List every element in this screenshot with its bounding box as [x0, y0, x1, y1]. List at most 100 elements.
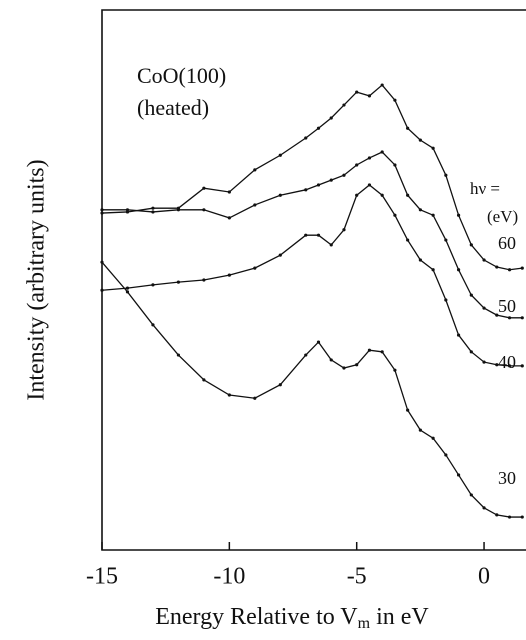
data-point — [444, 453, 448, 457]
data-point — [469, 493, 473, 497]
data-point — [482, 360, 486, 364]
plot-frame — [101, 9, 526, 551]
data-point — [202, 186, 206, 190]
x-tick-label: -15 — [86, 564, 118, 590]
data-point — [431, 213, 435, 217]
data-point — [100, 208, 104, 212]
data-point — [482, 506, 486, 510]
series-line — [101, 261, 523, 518]
data-point — [520, 364, 524, 368]
data-point — [456, 473, 461, 477]
x-axis-label-sub: m — [358, 615, 371, 632]
data-point — [482, 258, 486, 262]
data-point — [355, 163, 359, 167]
data-point — [304, 353, 308, 357]
data-point — [278, 253, 282, 257]
data-point — [431, 436, 435, 440]
chart-title: CoO(100) — [137, 63, 226, 88]
data-point — [253, 266, 257, 270]
data-point — [418, 258, 422, 262]
data-point — [380, 193, 384, 197]
data-point — [202, 208, 206, 212]
data-point — [367, 348, 372, 352]
data-point — [316, 340, 321, 344]
chart-subtitle: (heated) — [137, 95, 209, 120]
data-point — [418, 208, 422, 212]
data-point — [355, 363, 359, 367]
data-point — [125, 290, 130, 294]
data-point — [380, 83, 384, 87]
data-point — [367, 156, 372, 160]
data-point — [482, 306, 486, 310]
data-point — [520, 316, 524, 320]
data-point — [367, 183, 372, 187]
data-point — [520, 266, 524, 270]
series-label: 30 — [498, 468, 516, 488]
series-line — [101, 184, 523, 367]
data-point — [304, 233, 308, 237]
data-point — [176, 208, 181, 212]
data-point — [469, 350, 473, 354]
data-point — [495, 363, 499, 367]
data-point — [418, 138, 422, 142]
annotation: hν = — [470, 179, 500, 198]
data-point — [355, 90, 359, 94]
x-tick-label: 0 — [478, 564, 490, 590]
data-point — [431, 146, 435, 150]
data-point — [406, 126, 410, 130]
data-point — [151, 323, 155, 327]
data-point — [176, 280, 181, 284]
data-point — [329, 243, 333, 247]
x-axis-label-rest: in eV — [370, 604, 429, 630]
x-tick-label: -5 — [347, 564, 367, 590]
data-point — [253, 168, 257, 172]
data-point — [507, 364, 512, 368]
data-point — [444, 298, 448, 302]
series-label: 60 — [498, 233, 516, 253]
data-point — [342, 366, 346, 370]
data-point — [393, 163, 397, 167]
series-line — [101, 84, 523, 271]
data-point — [431, 268, 435, 272]
data-point — [151, 283, 155, 287]
series-label: 40 — [498, 352, 516, 372]
data-point — [125, 286, 130, 290]
x-tick-label: -10 — [213, 564, 245, 590]
data-point — [507, 515, 512, 519]
data-point — [507, 268, 512, 272]
data-point — [393, 213, 397, 217]
data-point — [278, 193, 282, 197]
data-point — [316, 126, 321, 130]
annotation: (eV) — [487, 207, 518, 226]
data-point — [100, 288, 104, 292]
data-point — [342, 228, 346, 232]
data-point — [329, 116, 333, 120]
data-point — [444, 238, 448, 242]
data-point — [406, 238, 410, 242]
data-point — [316, 233, 321, 237]
data-point — [520, 515, 524, 519]
data-point — [406, 193, 410, 197]
data-point — [253, 203, 257, 207]
data-point — [367, 94, 372, 98]
data-point — [507, 316, 512, 320]
data-point — [380, 350, 384, 354]
data-point — [329, 178, 333, 182]
data-point — [342, 173, 346, 177]
data-point — [278, 153, 282, 157]
data-point — [202, 278, 206, 282]
data-point — [227, 273, 231, 277]
data-point — [469, 243, 473, 247]
data-point — [202, 378, 206, 382]
data-point — [151, 206, 155, 210]
data-point — [278, 383, 282, 387]
series-label: 50 — [498, 296, 516, 316]
data-point — [227, 393, 231, 397]
data-point — [495, 313, 499, 317]
data-point — [495, 513, 499, 517]
data-point — [444, 173, 448, 177]
x-axis-label: Energy Relative to Vm in eV — [155, 604, 429, 632]
data-point — [456, 333, 461, 337]
data-point — [176, 353, 181, 357]
